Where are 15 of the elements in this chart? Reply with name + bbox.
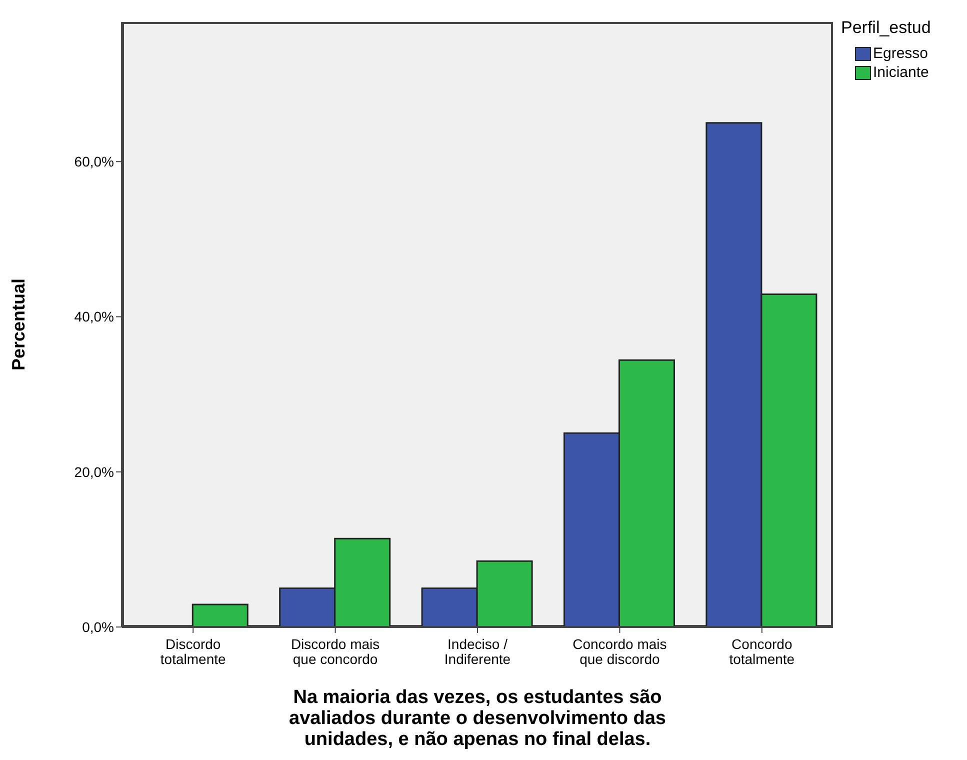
x-tick-label: Concordo mais que discordo [572, 636, 667, 667]
x-tick-label: Concordo totalmente [729, 636, 795, 667]
x-tick-label: Indeciso / Indiferente [444, 636, 511, 667]
legend-label: Iniciante [873, 64, 929, 81]
y-tick-label: 0,0% [82, 618, 114, 635]
legend-title: Perfil_estud [841, 18, 931, 38]
legend-label: Egresso [873, 45, 928, 62]
y-axis-title: Percentual [8, 278, 28, 371]
bar [192, 604, 248, 627]
x-tick-label: Discordo totalmente [160, 636, 226, 667]
y-tick-label: 40,0% [74, 308, 114, 325]
y-tick-label: 60,0% [74, 154, 114, 170]
x-tick-label: Discordo mais que concordo [290, 636, 380, 667]
y-tick-label: 20,0% [74, 464, 114, 480]
x-axis-title: Na maioria das vezes, os estudantes são avaliados durante o desenvolvimento das unidades, e não apenas no final delas. [288, 687, 667, 750]
